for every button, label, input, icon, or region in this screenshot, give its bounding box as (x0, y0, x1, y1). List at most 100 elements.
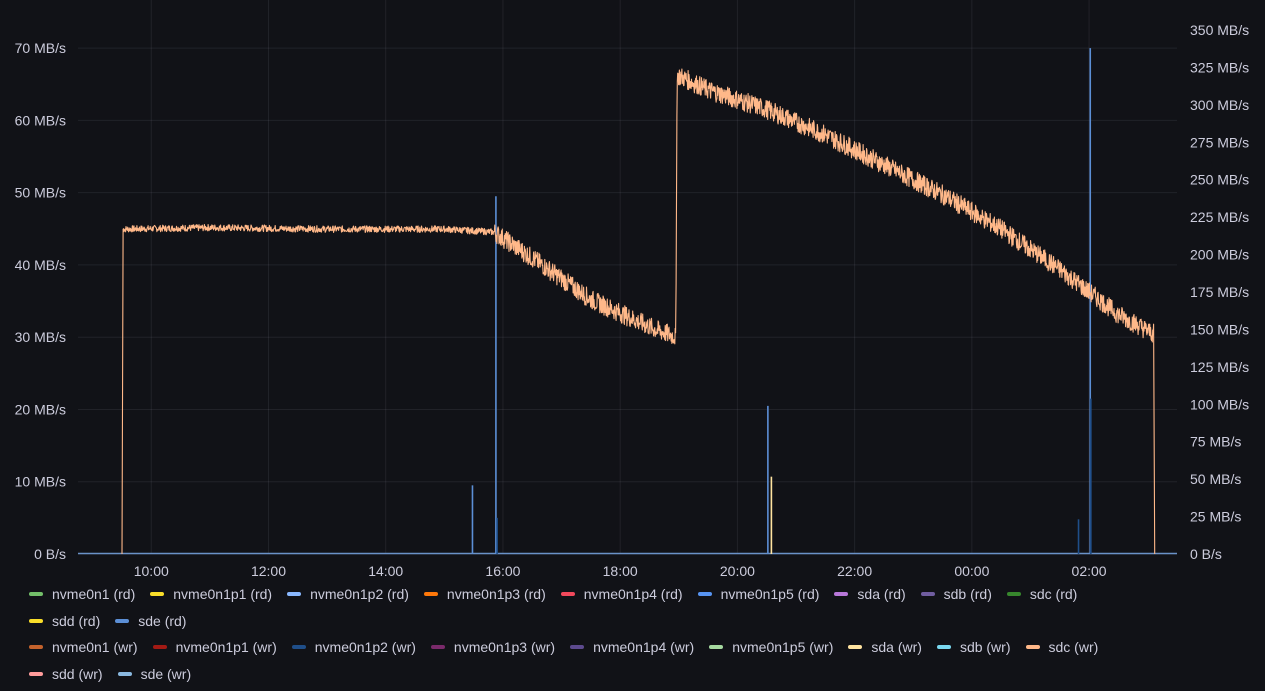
legend-label: sde (rd) (138, 612, 187, 629)
x-tick-label: 22:00 (837, 563, 872, 579)
legend-item[interactable]: nvme0n1p2 (wr) (291, 639, 416, 656)
x-axis: 10:00 12:00 14:00 16:00 18:00 20:00 22:00 00:00… (134, 563, 1107, 579)
right-y-axis: 0 B/s 25 MB/s 50 MB/s 75 MB/s 100 MB/s 125 MB… (1190, 22, 1249, 562)
left-tick-label: 10 MB/s (15, 474, 66, 490)
legend-item[interactable]: nvme0n1p1 (rd) (150, 586, 272, 602)
legend-swatch (291, 645, 306, 650)
series-layer (78, 48, 1177, 555)
legend-item[interactable]: sdc (rd) (1006, 586, 1077, 602)
legend-swatch (29, 618, 43, 623)
x-tick-label: 16:00 (485, 563, 520, 579)
legend-item[interactable]: sda (wr) (848, 639, 922, 655)
x-tick-label: 12:00 (251, 563, 286, 579)
x-tick-label: 00:00 (954, 563, 989, 579)
right-tick-label: 325 MB/s (1190, 59, 1249, 75)
legend-swatch (29, 592, 43, 597)
left-tick-label: 40 MB/s (15, 257, 66, 273)
legend-row: nvme0n1 (rd) nvme0n1p1 (rd) nvme0n1p2 (rd)… (29, 581, 1254, 608)
grid-lines (78, 0, 1177, 555)
legend-item[interactable]: sdc (wr) (1025, 639, 1099, 656)
legend-label: nvme0n1p1 (rd) (173, 586, 273, 603)
legend-item[interactable]: nvme0n1p5 (wr) (709, 639, 833, 655)
legend-item[interactable]: nvme0n1p5 (rd) (697, 586, 819, 602)
x-tick-label: 20:00 (720, 563, 755, 579)
legend-swatch (1006, 592, 1021, 597)
legend-swatch (920, 592, 935, 597)
legend-swatch (423, 592, 438, 597)
legend-item[interactable]: nvme0n1p1 (wr) (152, 639, 277, 656)
legend-item[interactable]: sdd (rd) (29, 613, 100, 629)
legend-item[interactable]: sda (rd) (834, 586, 906, 603)
legend-swatch (29, 671, 43, 676)
left-tick-label: 70 MB/s (15, 40, 66, 56)
legend-item[interactable]: nvme0n1p2 (rd) (287, 586, 409, 602)
legend-item[interactable]: nvme0n1p4 (wr) (570, 639, 694, 655)
legend-swatch (287, 592, 302, 597)
legend-swatch (1025, 645, 1040, 650)
x-tick-label: 14:00 (368, 563, 403, 579)
left-tick-label: 0 B/s (34, 546, 66, 562)
right-tick-label: 50 MB/s (1190, 471, 1241, 487)
right-tick-label: 175 MB/s (1190, 284, 1249, 300)
legend-item[interactable]: sdd (wr) (29, 666, 103, 682)
legend-label: nvme0n1p2 (wr) (314, 639, 416, 656)
legend-label: nvme0n1p3 (wr) (453, 639, 556, 656)
legend-row: sdd (rd) sde (rd) (29, 608, 1254, 635)
right-tick-label: 150 MB/s (1190, 321, 1249, 337)
legend-item[interactable]: sdb (rd) (920, 586, 992, 603)
legend-item[interactable]: sde (wr) (117, 666, 191, 682)
legend-swatch (936, 645, 951, 650)
legend-label: nvme0n1p3 (rd) (446, 586, 546, 603)
legend-label: sdb (wr) (959, 639, 1011, 656)
legend-item[interactable]: nvme0n1p3 (rd) (423, 586, 546, 603)
left-tick-label: 50 MB/s (15, 185, 66, 201)
legend-item[interactable]: sdb (wr) (936, 639, 1011, 656)
legend-swatch (152, 645, 167, 650)
legend-swatch (697, 592, 712, 597)
legend-item[interactable]: nvme0n1 (wr) (29, 639, 138, 655)
right-tick-label: 275 MB/s (1190, 134, 1249, 150)
left-tick-label: 60 MB/s (15, 112, 66, 128)
right-tick-label: 75 MB/s (1190, 434, 1241, 450)
left-y-axis: 0 B/s 10 MB/s 20 MB/s 30 MB/s 40 MB/s 50 MB/s… (15, 40, 66, 562)
legend-item[interactable]: nvme0n1p4 (rd) (560, 586, 683, 603)
legend-label: nvme0n1 (rd) (52, 586, 136, 603)
legend-item[interactable]: nvme0n1 (rd) (29, 586, 135, 602)
right-tick-label: 300 MB/s (1190, 97, 1249, 113)
right-tick-label: 200 MB/s (1190, 247, 1249, 263)
line-sdc-wr- (121, 68, 1156, 555)
io-chart: 0 B/s 10 MB/s 20 MB/s 30 MB/s 40 MB/s 50 MB/s… (15, 0, 1249, 579)
right-tick-label: 100 MB/s (1190, 396, 1249, 412)
legend-swatch (150, 592, 165, 597)
right-tick-label: 350 MB/s (1190, 22, 1249, 38)
legend-swatch (117, 671, 132, 676)
x-tick-label: 18:00 (603, 563, 638, 579)
legend-swatch (29, 645, 43, 650)
x-tick-label: 10:00 (134, 563, 169, 579)
legend-label: nvme0n1p4 (wr) (593, 639, 695, 656)
legend-label: sdc (wr) (1048, 639, 1099, 656)
legend-label: sda (wr) (871, 639, 922, 656)
left-tick-label: 30 MB/s (15, 329, 66, 345)
left-tick-label: 20 MB/s (15, 401, 66, 417)
right-tick-label: 0 B/s (1190, 546, 1222, 562)
legend-swatch (848, 645, 863, 650)
legend-row: nvme0n1 (wr) nvme0n1p1 (wr) nvme0n1p2 (wr)… (29, 634, 1254, 661)
legend-label: nvme0n1p4 (rd) (583, 586, 683, 603)
legend-label: nvme0n1p5 (wr) (732, 639, 834, 656)
right-tick-label: 25 MB/s (1190, 509, 1241, 525)
legend-item[interactable]: sde (rd) (115, 613, 186, 629)
x-tick-label: 02:00 (1072, 563, 1107, 579)
legend-label: sdb (rd) (943, 586, 992, 603)
legend-swatch (115, 618, 130, 623)
legend-swatch (430, 645, 445, 650)
legend-swatch (834, 592, 849, 597)
legend-label: sda (rd) (857, 586, 906, 603)
right-tick-label: 225 MB/s (1190, 209, 1249, 225)
legend-row: sdd (wr) sde (wr) (29, 661, 1254, 688)
legend-label: nvme0n1 (wr) (52, 639, 138, 656)
legend-item[interactable]: nvme0n1p3 (wr) (430, 639, 556, 656)
legend-label: sdd (wr) (52, 665, 103, 682)
legend-label: nvme0n1p1 (wr) (175, 639, 277, 656)
legend-label: nvme0n1p2 (rd) (310, 586, 409, 603)
